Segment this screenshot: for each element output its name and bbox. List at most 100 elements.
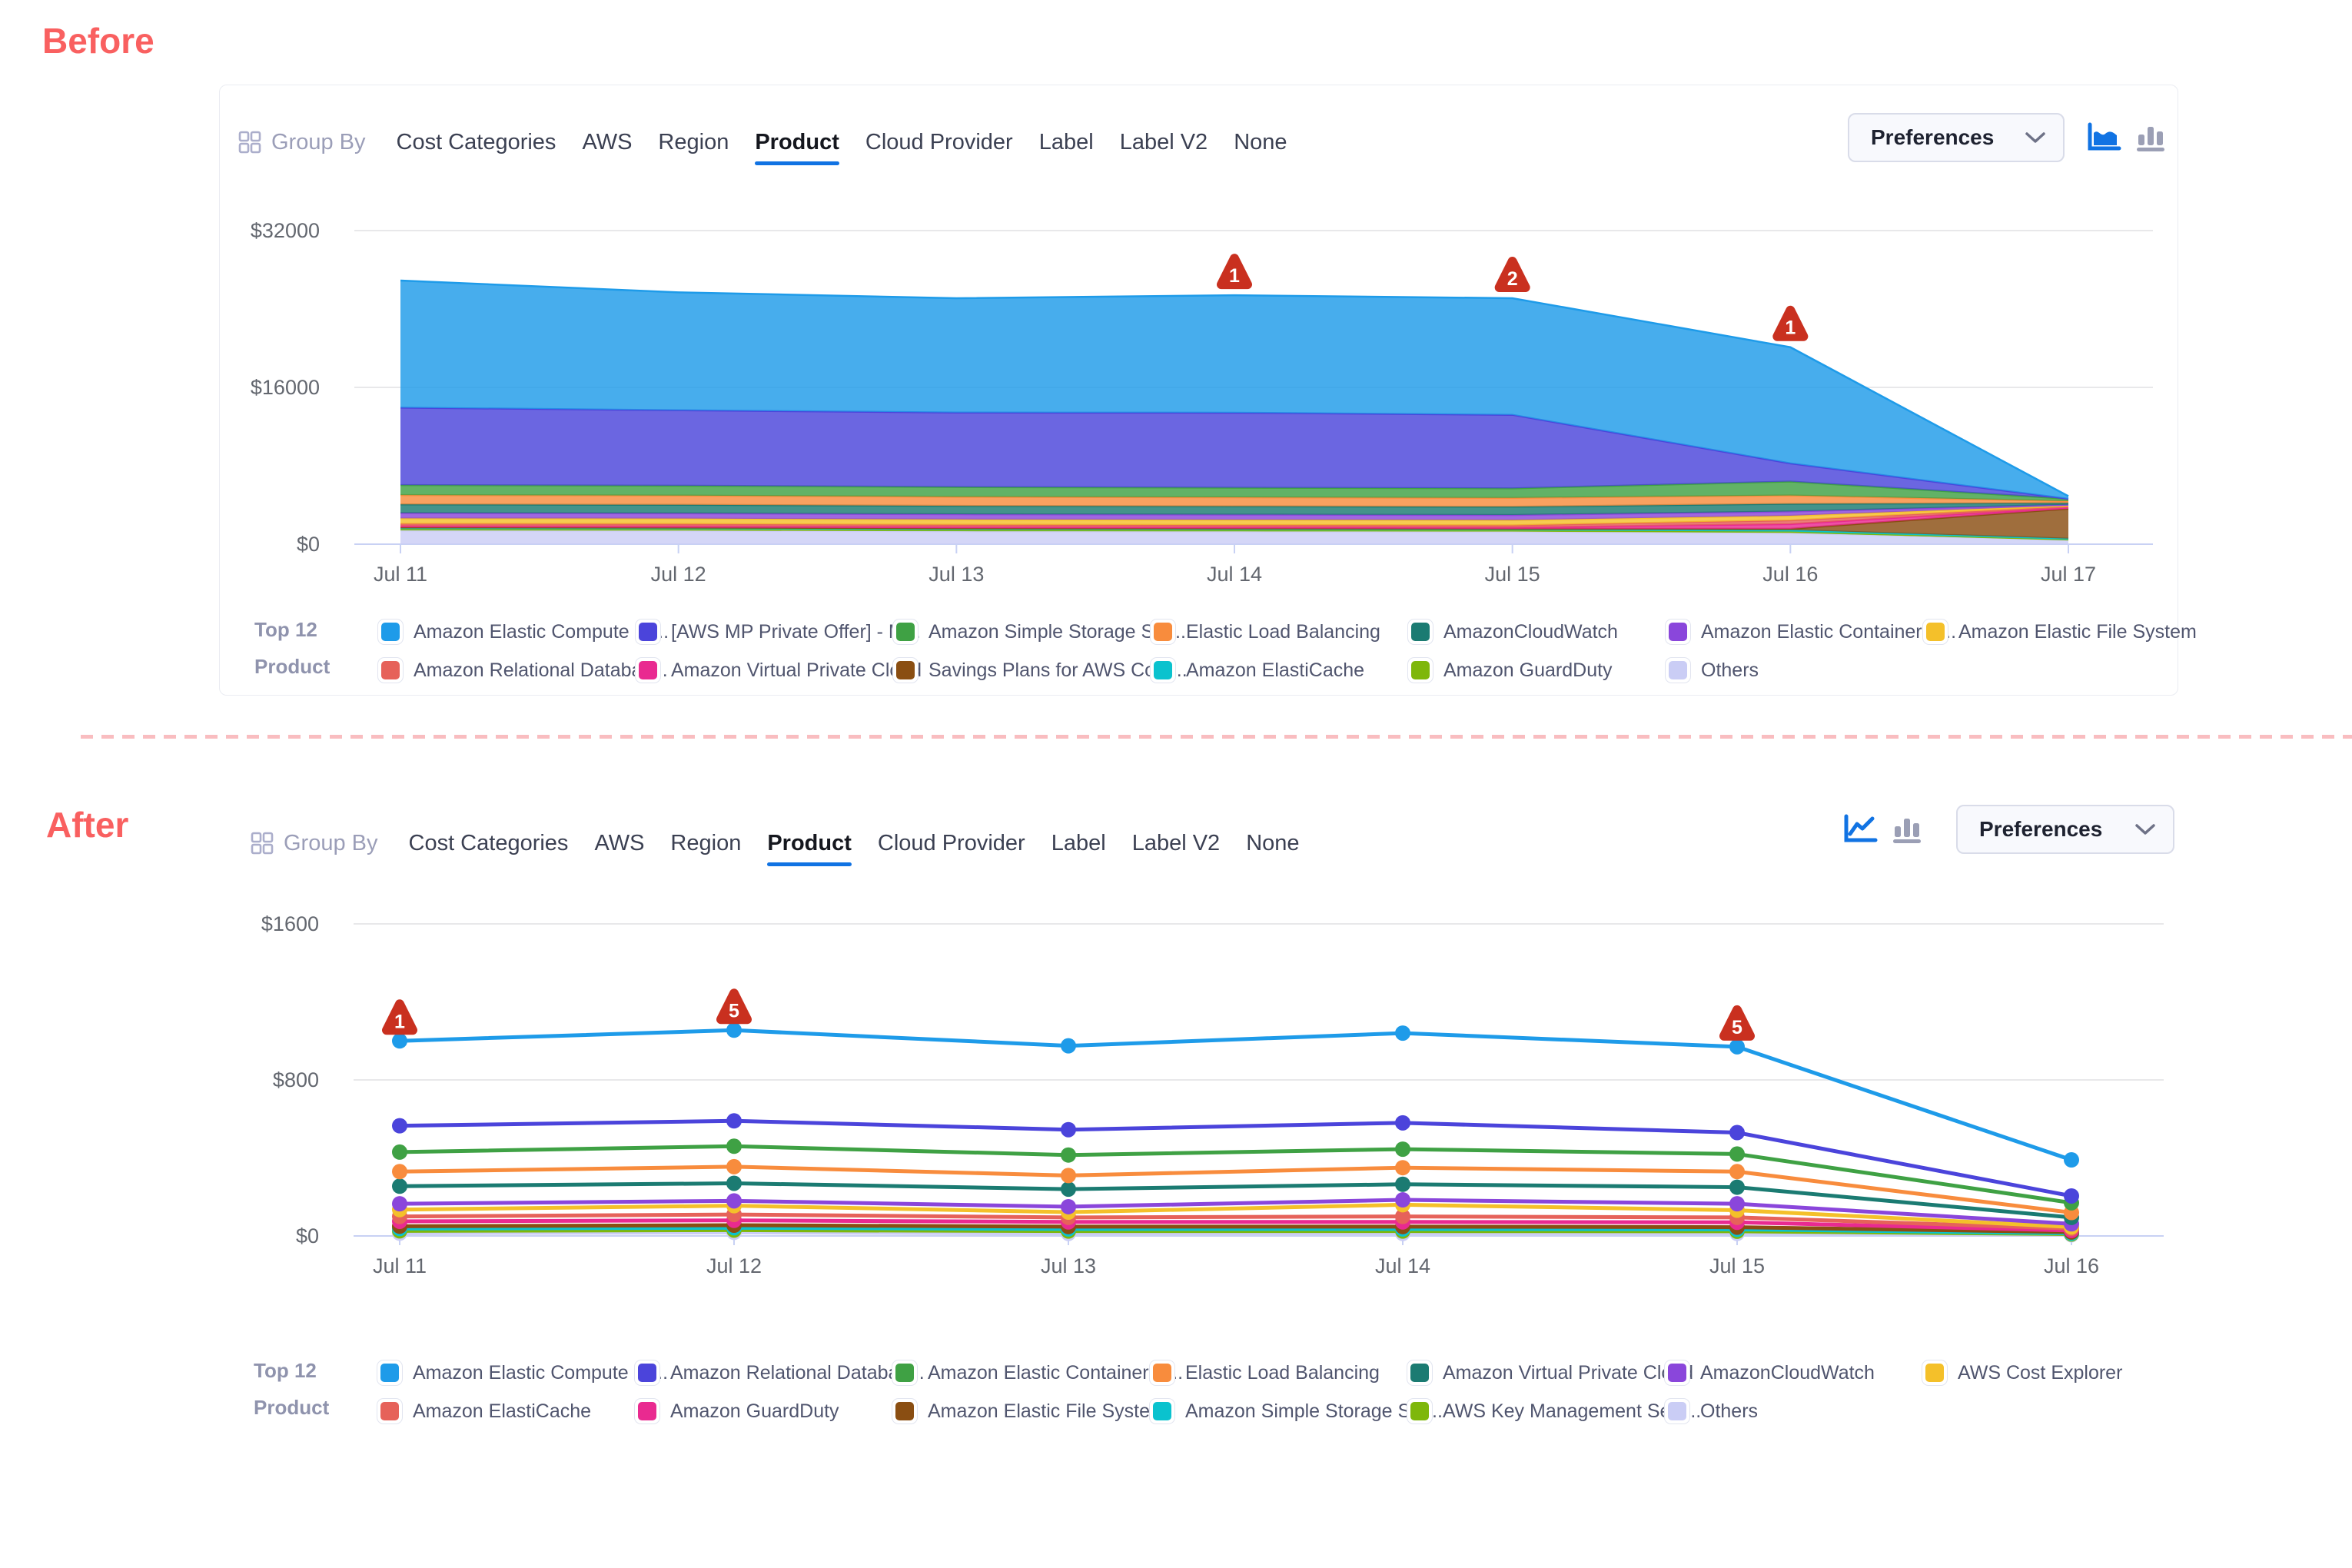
tab-label[interactable]: Label	[1051, 831, 1106, 855]
data-point-elastic-load-balancing[interactable]	[392, 1164, 407, 1180]
anomaly-badge[interactable]: 5	[1719, 1005, 1755, 1041]
data-point-amazon-elastic-container-s[interactable]	[1061, 1147, 1076, 1163]
line-series-amazon-elastic-file-system[interactable]	[397, 1223, 2074, 1234]
line-chart-icon[interactable]	[1842, 814, 1878, 845]
data-point-amazoncloudwatch[interactable]	[1061, 1198, 1076, 1214]
data-point-amazon-virtual-private-cloud[interactable]	[1061, 1181, 1076, 1198]
legend-item-savings-plans-for-aws-com[interactable]: Savings Plans for AWS Com...	[892, 656, 1188, 685]
line-series-amazon-simple-storage-ser[interactable]	[397, 1225, 2074, 1235]
legend-item-amazon-elastic-file-system[interactable]: Amazon Elastic File System	[1922, 617, 2197, 646]
legend-item-amazon-elastic-file-system[interactable]: Amazon Elastic File System	[892, 1397, 1166, 1426]
data-point-elastic-load-balancing[interactable]	[1061, 1168, 1076, 1184]
anomaly-badge[interactable]: 1	[382, 999, 417, 1035]
tab-cloud-provider[interactable]: Cloud Provider	[877, 831, 1025, 855]
legend-item-amazon-simple-storage-ser[interactable]: Amazon Simple Storage Ser...	[892, 617, 1186, 646]
data-point-amazon-relational-databas[interactable]	[1395, 1115, 1410, 1131]
data-point-amazon-elasticache[interactable]	[1395, 1208, 1410, 1224]
data-point-amazon-relational-databas[interactable]	[726, 1113, 742, 1129]
area-chart-icon[interactable]	[2086, 122, 2121, 153]
tab-product[interactable]: Product	[767, 826, 852, 866]
legend-item-aws-cost-explorer[interactable]: AWS Cost Explorer	[1922, 1358, 2179, 1387]
data-point-elastic-load-balancing[interactable]	[726, 1158, 742, 1174]
data-point-amazon-elastic-container-s[interactable]	[392, 1144, 407, 1160]
anomaly-badge[interactable]: 1	[1772, 305, 1809, 341]
data-point-amazon-elastic-compute-cl[interactable]	[1061, 1038, 1076, 1054]
data-point-amazon-elastic-container-s[interactable]	[1395, 1141, 1410, 1158]
data-point-elastic-load-balancing[interactable]	[1729, 1164, 1745, 1180]
anomaly-badge[interactable]: 5	[716, 988, 752, 1025]
legend-item-elastic-load-balancing[interactable]: Elastic Load Balancing	[1149, 1358, 1407, 1387]
tab-label[interactable]: Label	[1038, 130, 1094, 154]
data-point-amazoncloudwatch[interactable]	[1395, 1192, 1410, 1208]
legend-item-amazon-virtual-private-cloud[interactable]: Amazon Virtual Private Cloud	[1407, 1358, 1693, 1387]
area-series-aws-mp-private-offer-m[interactable]	[400, 407, 2068, 499]
line-series-elastic-load-balancing[interactable]	[397, 1164, 2074, 1215]
preferences-dropdown[interactable]: Preferences	[1956, 805, 2174, 854]
legend-item-amazon-guardduty[interactable]: Amazon GuardDuty	[634, 1397, 892, 1426]
legend-item-amazon-elastic-container-s[interactable]: Amazon Elastic Container S...	[1665, 617, 1956, 646]
data-point-amazon-relational-databas[interactable]	[2064, 1188, 2079, 1204]
area-series-amazon-elastic-container-s[interactable]	[400, 504, 2068, 520]
tab-region[interactable]: Region	[658, 130, 729, 154]
line-series-amazoncloudwatch[interactable]	[397, 1198, 2074, 1226]
legend-item-amazon-relational-databas[interactable]: Amazon Relational Databas...	[377, 656, 668, 685]
bar-chart-icon[interactable]	[1890, 814, 1924, 845]
before-cost-chart[interactable]: $0 $16000 $32000 Jul 11 Jul 12 Jul 13 Jul 14 Ju…	[220, 85, 2179, 696]
area-series-amazon-elasticache[interactable]	[400, 527, 2068, 540]
bar-chart-icon[interactable]	[2134, 122, 2168, 153]
legend-item-amazon-relational-databas[interactable]: Amazon Relational Databas...	[634, 1358, 925, 1387]
legend-item-amazon-elasticache[interactable]: Amazon ElastiCache	[377, 1397, 634, 1426]
preferences-dropdown[interactable]: Preferences	[1848, 113, 2065, 162]
data-point-amazon-virtual-private-cloud[interactable]	[726, 1175, 742, 1191]
tab-product[interactable]: Product	[755, 125, 839, 165]
tab-aws[interactable]: AWS	[582, 130, 633, 154]
after-cost-chart[interactable]: $0 $800 $1600 Jul 11 Jul 12 Jul 13 Jul 14 Jul 1…	[219, 788, 2178, 1457]
tab-none[interactable]: None	[1246, 831, 1300, 855]
data-point-amazon-elastic-compute-cl[interactable]	[1729, 1038, 1745, 1055]
tab-cost-categories[interactable]: Cost Categories	[408, 831, 569, 855]
area-series-others[interactable]	[400, 530, 2068, 544]
area-series-amazon-relational-databas[interactable]	[400, 506, 2068, 528]
tab-region[interactable]: Region	[670, 831, 742, 855]
line-series-amazon-elastic-container-s[interactable]	[397, 1144, 2074, 1205]
anomaly-badge[interactable]: 1	[1217, 254, 1252, 290]
tab-aws[interactable]: AWS	[594, 831, 645, 855]
data-point-amazon-virtual-private-cloud[interactable]	[1395, 1176, 1410, 1192]
legend-item-aws-mp-private-offer-m[interactable]: [AWS MP Private Offer] - M...	[635, 617, 921, 646]
data-point-amazon-elastic-container-s[interactable]	[726, 1138, 742, 1154]
data-point-amazon-elastic-compute-cl[interactable]	[726, 1022, 742, 1038]
data-point-amazon-elastic-compute-cl[interactable]	[392, 1033, 407, 1049]
line-series-amazon-relational-databas[interactable]	[397, 1118, 2074, 1198]
data-point-amazoncloudwatch[interactable]	[726, 1193, 742, 1209]
data-point-amazon-elastic-compute-cl[interactable]	[2064, 1152, 2079, 1168]
legend-item-elastic-load-balancing[interactable]: Elastic Load Balancing	[1150, 617, 1407, 646]
data-point-amazon-virtual-private-cloud[interactable]	[392, 1178, 407, 1194]
data-point-amazon-elastic-compute-cl[interactable]	[1395, 1025, 1410, 1041]
legend-item-others[interactable]: Others	[1664, 1397, 1922, 1426]
legend-item-amazon-elasticache[interactable]: Amazon ElastiCache	[1150, 656, 1407, 685]
legend-item-amazon-simple-storage-ser[interactable]: Amazon Simple Storage Ser...	[1149, 1397, 1443, 1426]
data-point-amazoncloudwatch[interactable]	[1729, 1196, 1745, 1212]
line-series-aws-cost-explorer[interactable]	[397, 1202, 2074, 1229]
line-series-amazon-virtual-private-cloud[interactable]	[397, 1181, 2074, 1220]
tab-cloud-provider[interactable]: Cloud Provider	[865, 130, 1013, 154]
data-point-elastic-load-balancing[interactable]	[1395, 1160, 1410, 1176]
tab-cost-categories[interactable]: Cost Categories	[396, 130, 556, 154]
data-point-amazon-virtual-private-cloud[interactable]	[1729, 1179, 1745, 1195]
legend-item-amazon-guardduty[interactable]: Amazon GuardDuty	[1407, 656, 1665, 685]
data-point-amazon-relational-databas[interactable]	[1729, 1125, 1745, 1141]
line-series-amazon-elasticache[interactable]	[397, 1212, 2074, 1231]
data-point-amazon-relational-databas[interactable]	[1061, 1121, 1076, 1138]
legend-item-amazoncloudwatch[interactable]: AmazonCloudWatch	[1407, 617, 1665, 646]
tab-none[interactable]: None	[1234, 130, 1287, 154]
data-point-amazon-elastic-container-s[interactable]	[1729, 1146, 1745, 1162]
anomaly-badge[interactable]: 2	[1494, 256, 1530, 292]
area-series-elastic-load-balancing[interactable]	[400, 495, 2068, 507]
legend-item-amazon-virtual-private-cloud[interactable]: Amazon Virtual Private Cloud	[635, 656, 922, 685]
legend-item-aws-key-management-serv[interactable]: AWS Key Management Serv...	[1407, 1397, 1701, 1426]
line-series-amazon-elastic-compute-cl[interactable]	[397, 1028, 2074, 1162]
legend-item-amazon-elastic-compute-cl[interactable]: Amazon Elastic Compute Cl...	[377, 1358, 668, 1387]
line-series-amazon-guardduty[interactable]	[397, 1218, 2074, 1233]
legend-item-amazon-elastic-container-s[interactable]: Amazon Elastic Container S...	[892, 1358, 1183, 1387]
legend-item-amazoncloudwatch[interactable]: AmazonCloudWatch	[1664, 1358, 1922, 1387]
